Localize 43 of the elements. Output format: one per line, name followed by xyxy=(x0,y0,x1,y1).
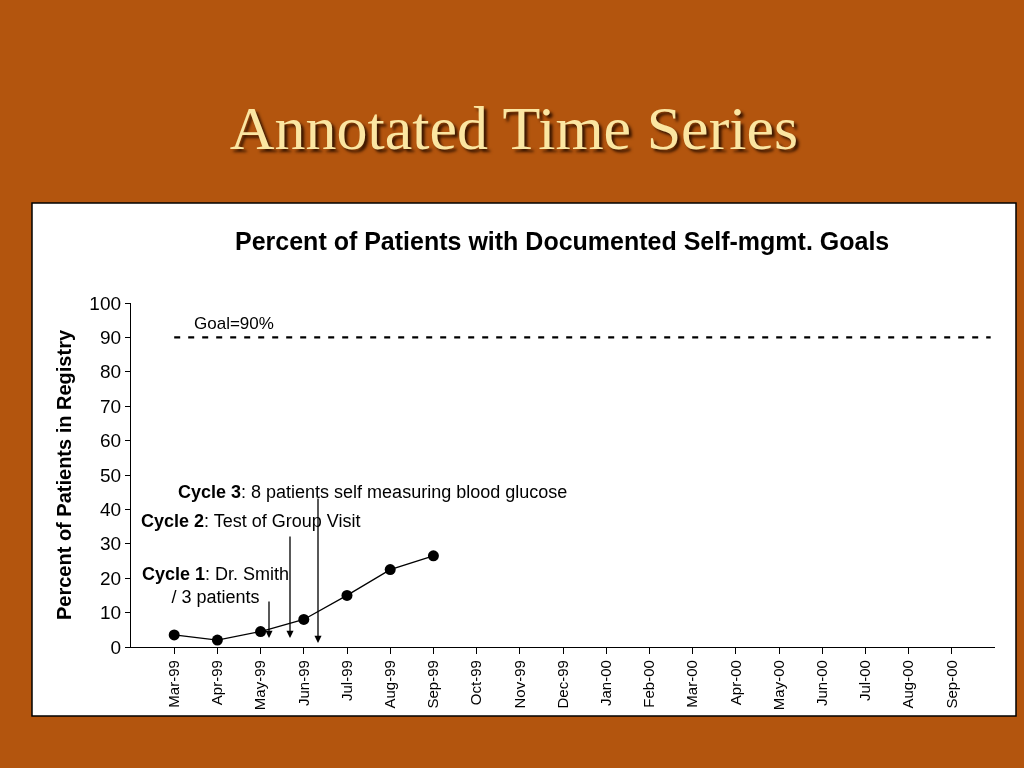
x-tick-label: Mar-99 xyxy=(165,660,183,708)
x-tick-label: Jun-00 xyxy=(813,660,831,707)
y-tick-label: 60 xyxy=(99,430,122,452)
x-tick-label: Aug-99 xyxy=(381,660,399,709)
y-tick-label: 10 xyxy=(99,602,122,624)
point xyxy=(168,629,180,641)
y-tick-label: 100 xyxy=(89,292,122,314)
y-tick-label: 70 xyxy=(99,395,122,417)
ref-line-label: Goal=90% xyxy=(194,314,274,333)
x-tick-label: Mar-00 xyxy=(683,660,701,708)
x-tick-label: Dec-99 xyxy=(553,660,571,709)
y-tick-label: 80 xyxy=(99,361,122,383)
point xyxy=(211,634,223,646)
x-tick-label: May-00 xyxy=(769,660,787,711)
x-tick-label: Jul-00 xyxy=(856,660,874,702)
x-tick-label: May-99 xyxy=(251,660,269,711)
x-tick-label: Jun-99 xyxy=(294,660,312,707)
x-tick-label: Apr-00 xyxy=(726,660,744,706)
y-tick-label: 30 xyxy=(99,533,122,555)
x-tick-label: Sep-99 xyxy=(424,660,442,709)
x-tick-label: Feb-00 xyxy=(640,660,658,708)
x-tick-label: Nov-99 xyxy=(510,660,528,709)
chart-title: Annotated Time Series xyxy=(229,93,799,162)
x-tick-label: Jan-00 xyxy=(597,660,615,707)
point xyxy=(298,613,310,625)
y-tick-label: 20 xyxy=(99,567,122,589)
y-axis-title: Percent of Patients in Registry xyxy=(52,329,75,621)
chart-subtitle: Percent of Patients with Documented Self-mgmt. Goals xyxy=(235,227,890,255)
x-tick-label: Aug-00 xyxy=(899,660,917,709)
x-tick-label: Oct-99 xyxy=(467,660,485,706)
point xyxy=(341,589,353,601)
annotation: Cycle 3: 8 patients self measuring blood glucose xyxy=(178,482,568,502)
point xyxy=(427,550,439,562)
y-tick-label: 90 xyxy=(99,327,122,349)
annotation: Cycle 1: Dr. Smith / 3 patients xyxy=(142,564,290,608)
y-tick-label: 40 xyxy=(99,499,122,521)
point xyxy=(384,564,396,576)
x-tick-label: Jul-99 xyxy=(337,660,355,702)
point xyxy=(255,626,267,638)
x-tick-label: Apr-99 xyxy=(208,660,226,706)
y-tick-label: 0 xyxy=(110,636,122,658)
y-tick-label: 50 xyxy=(99,464,122,486)
x-tick-label: Sep-00 xyxy=(942,660,960,709)
